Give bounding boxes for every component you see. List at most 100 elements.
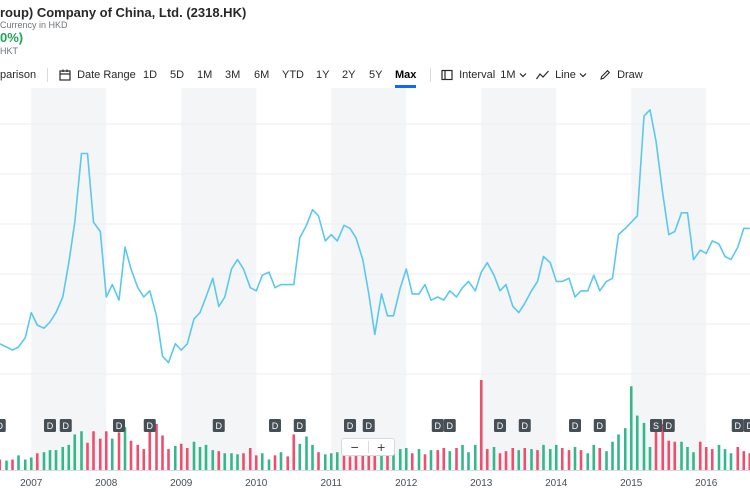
event-marker-box [362,419,375,432]
volume-bar [185,448,189,470]
event-marker[interactable]: D [143,419,156,432]
event-marker[interactable]: D [494,419,507,432]
event-marker-label: D [272,421,279,431]
price-chart[interactable]: DDDDDDDDDDDDDDDDSDDD 2007200820092010201… [0,88,750,500]
volume-bar [248,448,252,470]
event-marker[interactable]: D [593,419,606,432]
range-2y[interactable]: 2Y [342,69,356,81]
volume-bar [485,449,489,470]
volume-bar [611,441,614,470]
volume-bar [710,449,714,470]
volume-bar [73,434,77,470]
volume-bar [54,450,58,470]
range-max[interactable]: Max [395,62,417,88]
volume-bar [98,438,102,470]
event-marker[interactable]: D [731,419,744,432]
volume-bar [654,430,658,470]
volume-bar [148,428,152,470]
volume-bar [42,452,46,470]
event-marker[interactable]: D [443,419,456,432]
year-band [631,88,707,470]
chart-toolbar: parison Date Range 1D 5D 1M 3M 6M YTD 1Y… [0,62,750,88]
range-1m[interactable]: 1M [197,69,213,81]
volume-bar [48,450,52,470]
event-marker-box [269,419,282,432]
event-marker[interactable]: D [212,419,225,432]
volume-bar [398,449,402,470]
range-ytd[interactable]: YTD [282,69,304,81]
line-chart-icon [536,70,549,80]
zoom-out-button[interactable]: − [350,439,359,455]
event-marker[interactable]: D [518,419,531,432]
x-tick-label: 2012 [395,478,418,489]
event-marker[interactable]: D [0,419,6,432]
volume-bar [254,455,258,470]
year-band [31,88,107,470]
interval-icon [441,69,453,81]
event-marker-label: S [653,421,659,431]
volume-bar [279,452,283,470]
volume-bar [586,453,590,470]
volume-bar [579,450,583,470]
year-band [331,88,407,470]
volume-bar [523,448,527,470]
volume-bar [511,448,515,470]
event-marker-label: D [522,421,529,431]
volume-bar [492,446,496,470]
range-5y[interactable]: 5Y [369,69,383,81]
event-marker-label: D [497,421,504,431]
volume-bar [329,453,333,470]
event-marker-box [518,419,531,432]
range-1d[interactable]: 1D [143,69,158,81]
range-1y[interactable]: 1Y [316,69,330,81]
x-tick-label: 2015 [620,478,643,489]
volume-bar [623,428,627,470]
chart-type-dropdown[interactable]: Line [536,62,587,88]
event-marker[interactable]: D [569,419,582,432]
volume-bar [392,449,395,470]
volume-bar [617,434,620,470]
price-change: 0%) [0,30,24,45]
volume-bar [17,455,20,470]
volume-bar [361,453,365,470]
event-marker[interactable]: D [269,419,282,432]
volume-bar [429,450,433,470]
draw-button[interactable]: Draw [599,62,643,88]
event-marker-label: D [597,421,604,431]
volume-bar [217,451,221,470]
volume-bar [567,450,571,470]
price-line [0,108,750,364]
event-marker[interactable]: D [59,419,72,432]
event-marker[interactable]: D [293,419,306,432]
zoom-in-button[interactable]: + [377,439,386,455]
quote-header: roup) Company of China, Ltd. (2318.HK) C… [0,0,750,62]
year-band [181,88,257,470]
x-tick-label: 2007 [20,478,43,489]
volume-bar [236,454,239,470]
range-3m[interactable]: 3M [225,69,241,81]
year-band [481,88,557,470]
event-marker[interactable]: D [44,419,57,432]
event-marker[interactable]: D [662,419,675,432]
range-5d[interactable]: 5D [170,69,185,81]
event-marker[interactable]: D [113,419,126,432]
comparison-button[interactable]: parison [0,69,37,81]
interval-dropdown[interactable]: Interval 1M [441,62,527,88]
volume-bar [404,448,408,470]
event-marker[interactable]: S [650,419,663,432]
event-marker-box [293,419,306,432]
event-marker-box [731,419,744,432]
volume-bar [542,444,545,470]
event-marker[interactable]: D [344,419,357,432]
volume-bar [86,442,89,470]
event-marker-box [113,419,126,432]
range-6m[interactable]: 6M [254,69,270,81]
date-range-button[interactable]: Date Range [59,62,136,88]
volume-bar [461,444,464,470]
event-marker-box [143,419,156,432]
event-marker[interactable]: D [362,419,375,432]
volume-bar [592,444,596,470]
event-marker[interactable]: D [431,419,444,432]
event-marker-box [650,419,663,432]
event-marker[interactable]: D [743,419,750,432]
